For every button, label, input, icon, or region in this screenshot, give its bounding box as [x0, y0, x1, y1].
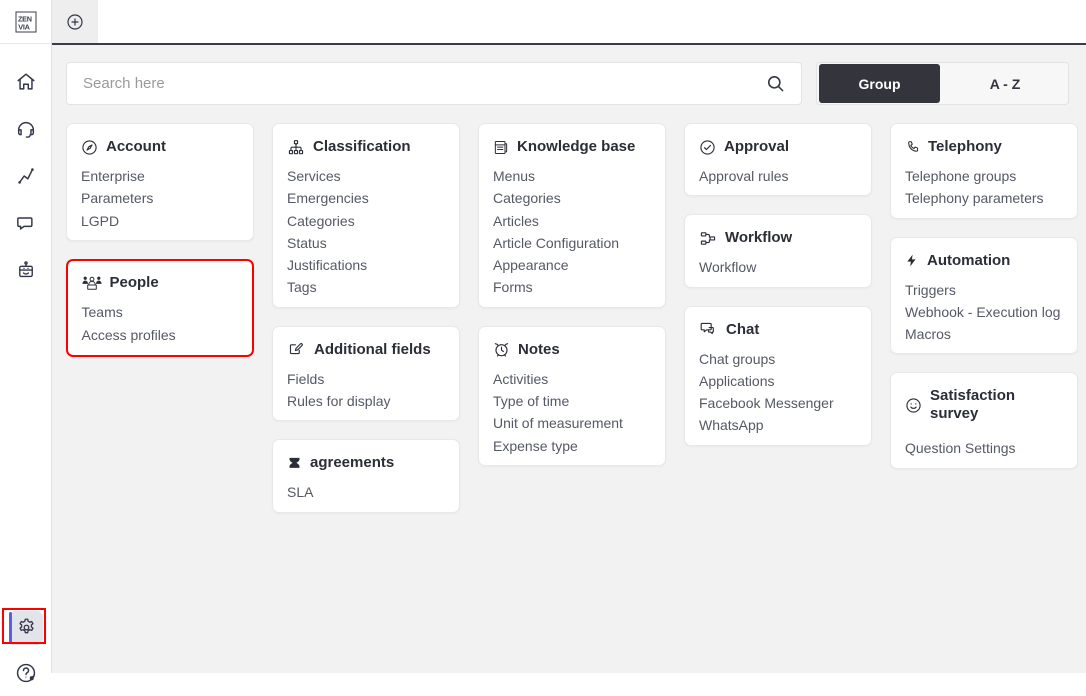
svg-text:VIA: VIA — [18, 22, 30, 31]
